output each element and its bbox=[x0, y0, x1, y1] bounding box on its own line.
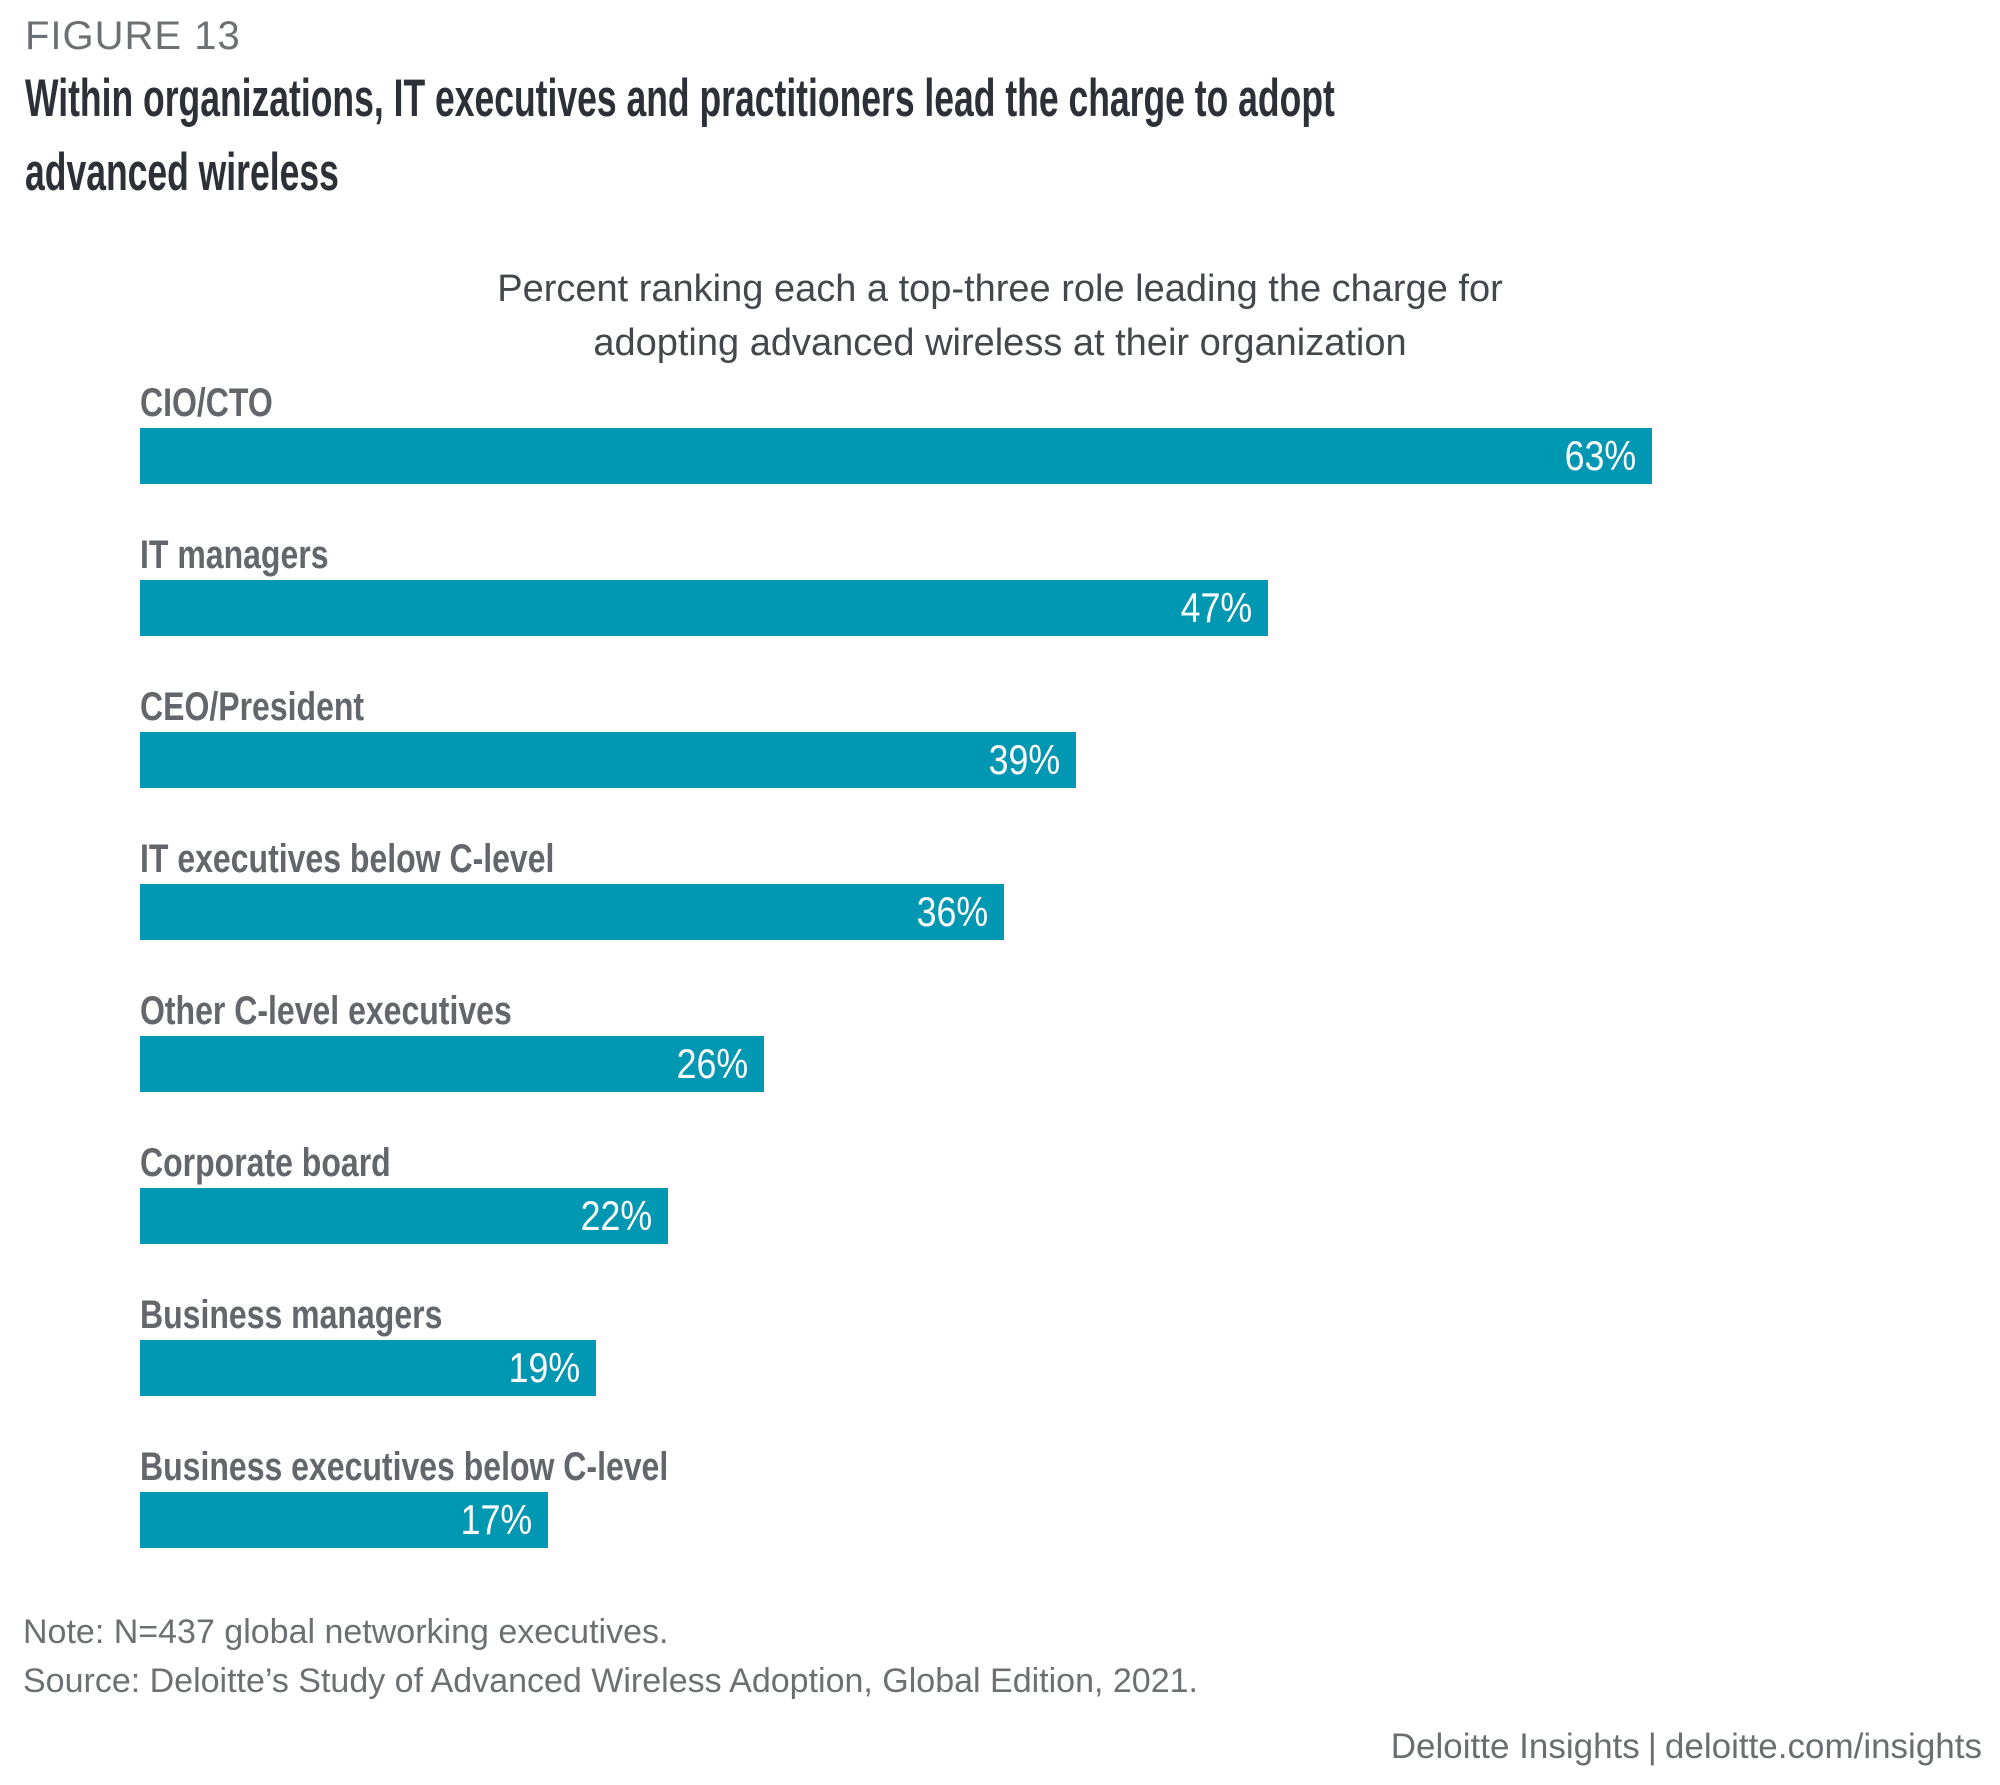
footer-url: deloitte.com/insights bbox=[1664, 1727, 1982, 1766]
bar: 17% bbox=[140, 1492, 548, 1548]
figure-title-line-1: Within organizations, IT executives and … bbox=[25, 69, 1335, 128]
bar-value-label: 47% bbox=[1180, 584, 1252, 631]
bar-category-label: Other C-level executives bbox=[140, 989, 512, 1033]
bar-value-label: 26% bbox=[676, 1040, 748, 1087]
chart-subtitle: Percent ranking each a top-three role le… bbox=[0, 262, 2000, 370]
bar-category-label: CEO/President bbox=[140, 685, 365, 729]
bar: 63% bbox=[140, 428, 1652, 484]
bar-row: CIO/CTO 63% bbox=[140, 378, 1990, 484]
figure-title: Within organizations, IT executives and … bbox=[25, 62, 1980, 210]
chart-subtitle-line-1: Percent ranking each a top-three role le… bbox=[497, 268, 1503, 310]
bar-row: Business executives below C-level 17% bbox=[140, 1442, 1990, 1548]
bar: 19% bbox=[140, 1340, 596, 1396]
note-text: Note: N=437 global networking executives… bbox=[23, 1613, 669, 1651]
bar-value-label: 39% bbox=[988, 736, 1060, 783]
bar-row: Business managers 19% bbox=[140, 1290, 1990, 1396]
bar: 39% bbox=[140, 732, 1076, 788]
bar: 36% bbox=[140, 884, 1004, 940]
bar-row: Corporate board 22% bbox=[140, 1138, 1990, 1244]
bar-row: IT executives below C-level 36% bbox=[140, 834, 1990, 940]
figure-number-label: FIGURE 13 bbox=[25, 14, 241, 58]
bar-category-label: Business managers bbox=[140, 1293, 443, 1337]
bar-category-label: Corporate board bbox=[140, 1141, 391, 1185]
footer-brand: Deloitte Insights bbox=[1390, 1727, 1640, 1766]
bar-row: CEO/President 39% bbox=[140, 682, 1990, 788]
bar: 47% bbox=[140, 580, 1268, 636]
bar-row: Other C-level executives 26% bbox=[140, 986, 1990, 1092]
bar-value-label: 17% bbox=[460, 1496, 532, 1543]
bar-chart: CIO/CTO 63% IT managers 47% CEO/President 39%… bbox=[140, 378, 1990, 1594]
bar-value-label: 19% bbox=[508, 1344, 580, 1391]
footer-divider: | bbox=[1647, 1727, 1657, 1766]
footer: Deloitte Insights | deloitte.com/insights bbox=[1387, 1726, 1986, 1768]
chart-subtitle-line-2: adopting advanced wireless at their orga… bbox=[593, 322, 1407, 364]
bar-row: IT managers 47% bbox=[140, 530, 1990, 636]
bar-category-label: Business executives below C-level bbox=[140, 1445, 669, 1489]
bar-category-label: IT managers bbox=[140, 533, 329, 577]
bar-value-label: 63% bbox=[1564, 432, 1636, 479]
bar-category-label: IT executives below C-level bbox=[140, 837, 555, 881]
bar: 26% bbox=[140, 1036, 764, 1092]
bar-value-label: 22% bbox=[580, 1192, 652, 1239]
bar: 22% bbox=[140, 1188, 668, 1244]
source-text: Source: Deloitte’s Study of Advanced Wir… bbox=[23, 1662, 1198, 1700]
footnotes: Note: N=437 global networking executives… bbox=[23, 1608, 1198, 1706]
bar-value-label: 36% bbox=[916, 888, 988, 935]
figure-title-line-2: advanced wireless bbox=[25, 143, 339, 202]
bar-category-label: CIO/CTO bbox=[140, 381, 273, 425]
